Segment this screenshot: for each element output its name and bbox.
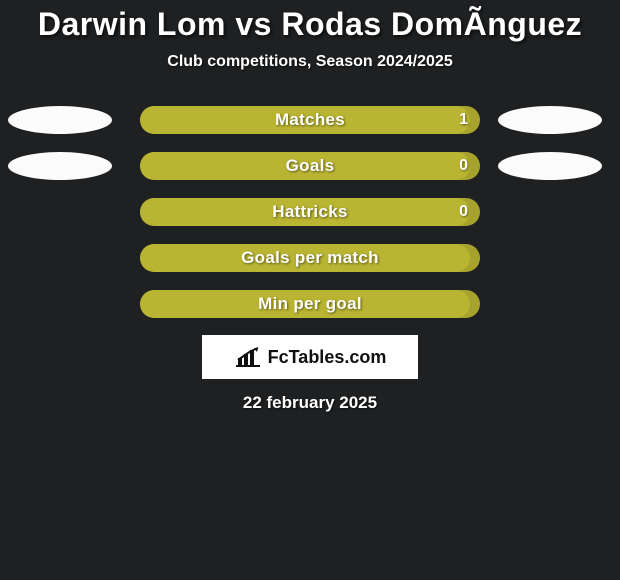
- stat-label: Min per goal: [140, 290, 480, 318]
- logo-text: FcTables.com: [268, 347, 387, 368]
- stat-bar: Goals per match: [140, 244, 480, 272]
- stat-bar: Hattricks 0: [140, 198, 480, 226]
- subtitle: Club competitions, Season 2024/2025: [0, 53, 620, 71]
- stat-label: Matches: [140, 106, 480, 134]
- logo-box: FcTables.com: [202, 335, 418, 379]
- infographic: Darwin Lom vs Rodas DomÃ­nguez Club comp…: [0, 0, 620, 413]
- stat-value: 0: [459, 198, 468, 226]
- player-right-marker: [498, 106, 602, 134]
- player-left-marker: [8, 106, 112, 134]
- stat-value: 1: [459, 106, 468, 134]
- stat-row-min-per-goal: Min per goal: [0, 289, 620, 319]
- stat-row-hattricks: Hattricks 0: [0, 197, 620, 227]
- stat-value: 0: [459, 152, 468, 180]
- stat-row-goals: Goals 0: [0, 151, 620, 181]
- stat-label: Hattricks: [140, 198, 480, 226]
- date-label: 22 february 2025: [0, 393, 620, 413]
- stat-bar: Matches 1: [140, 106, 480, 134]
- stat-label: Goals: [140, 152, 480, 180]
- stat-row-matches: Matches 1: [0, 105, 620, 135]
- stat-row-goals-per-match: Goals per match: [0, 243, 620, 273]
- player-right-marker: [498, 152, 602, 180]
- page-title: Darwin Lom vs Rodas DomÃ­nguez: [0, 0, 620, 43]
- stat-bar: Goals 0: [140, 152, 480, 180]
- stat-rows: Matches 1 Goals 0 Hattricks 0: [0, 105, 620, 319]
- stat-bar: Min per goal: [140, 290, 480, 318]
- stat-label: Goals per match: [140, 244, 480, 272]
- bar-chart-icon: [234, 346, 262, 368]
- player-left-marker: [8, 152, 112, 180]
